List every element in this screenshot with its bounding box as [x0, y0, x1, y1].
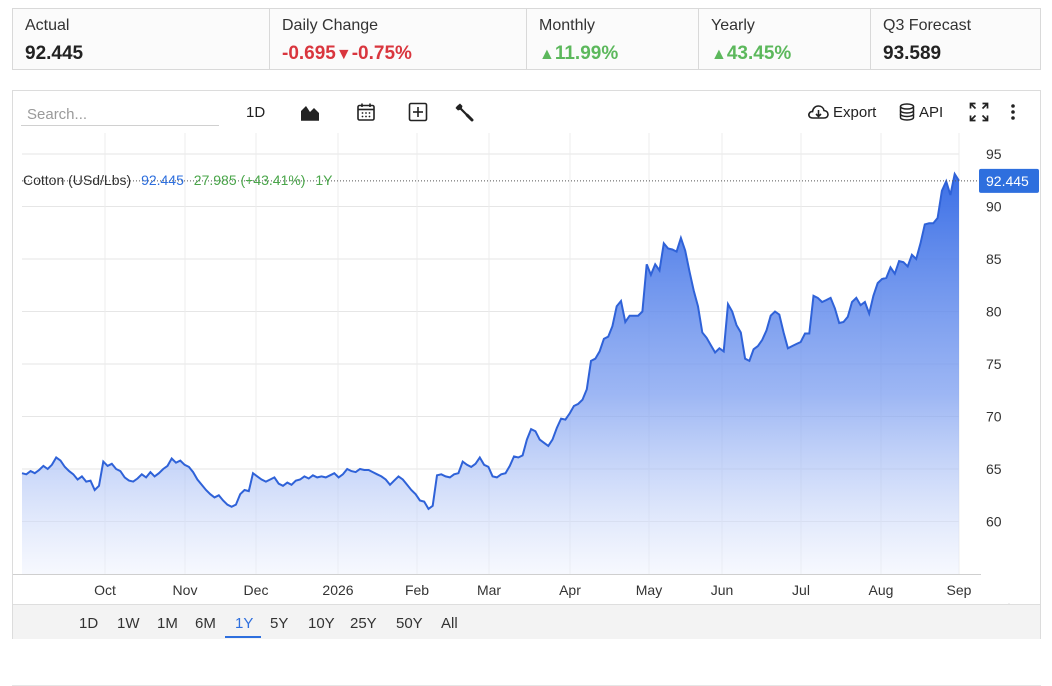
cloud-download-icon — [808, 105, 829, 119]
range-1w[interactable]: 1W — [117, 615, 140, 632]
legend-name: Cotton (USd/Lbs) — [23, 172, 131, 188]
interval-label: 1D — [246, 103, 266, 121]
daily-change-pct: -0.75% — [351, 43, 412, 64]
stat-monthly-label: Monthly — [539, 17, 596, 34]
y-tick-label: 60 — [986, 514, 1002, 530]
range-1m[interactable]: 1M — [157, 615, 178, 632]
y-tick-label: 80 — [986, 304, 1002, 320]
stat-forecast-value: 93.589 — [883, 43, 942, 64]
more-vertical-icon — [1011, 104, 1015, 120]
stat-daily-change-label: Daily Change — [282, 17, 379, 34]
stat-yearly-label: Yearly — [711, 17, 755, 34]
range-6m[interactable]: 6M — [195, 615, 216, 632]
add-indicator-icon — [408, 102, 428, 122]
y-tick-label: 70 — [986, 409, 1002, 425]
y-tick-label: 90 — [986, 199, 1002, 215]
y-tick-label: 65 — [986, 461, 1002, 477]
settings-wrench-button[interactable] — [454, 100, 474, 124]
fullscreen-button[interactable] — [969, 100, 989, 124]
range-all[interactable]: All — [441, 615, 458, 632]
range-selector: 1D 1W 1M 6M 1Y 5Y 10Y 25Y 50Y All — [13, 604, 1040, 639]
y-tick-label: 95 — [986, 146, 1002, 162]
legend-change: 27.985 (+43.41%) — [194, 172, 306, 188]
add-indicator-button[interactable] — [408, 100, 428, 124]
stat-monthly: Monthly ▲11.99% — [527, 9, 699, 69]
stats-bar: Actual 92.445 Daily Change -0.695▼-0.75%… — [12, 8, 1041, 70]
stat-q3-forecast: Q3 Forecast 93.589 — [871, 9, 1040, 69]
legend-last: 92.445 — [141, 172, 184, 188]
export-button[interactable]: Export — [807, 100, 876, 124]
y-tick-label: 75 — [986, 356, 1002, 372]
wrench-icon — [455, 103, 474, 122]
stat-actual: Actual 92.445 — [13, 9, 270, 69]
stat-actual-label: Actual — [25, 17, 70, 34]
series-line — [21, 171, 960, 511]
x-tick-label: Jun — [711, 582, 734, 598]
stat-daily-change-value: -0.695▼-0.75% — [282, 43, 514, 66]
up-triangle-icon: ▲ — [711, 46, 727, 63]
stat-monthly-value: ▲11.99% — [539, 43, 686, 66]
stat-yearly: Yearly ▲43.45% — [699, 9, 871, 69]
up-triangle-icon: ▲ — [539, 46, 555, 63]
active-range-indicator — [225, 636, 261, 638]
chart-panel: 1D — [12, 90, 1041, 639]
range-5y[interactable]: 5Y — [270, 615, 289, 632]
series-area — [22, 174, 959, 574]
date-range-button[interactable] — [356, 100, 376, 124]
range-1y[interactable]: 1Y — [235, 615, 254, 632]
fullscreen-icon — [969, 102, 989, 122]
stat-daily-change: Daily Change -0.695▼-0.75% — [270, 9, 527, 69]
interval-button[interactable]: 1D — [246, 100, 265, 124]
x-tick-label: Jul — [792, 582, 810, 598]
range-25y[interactable]: 25Y — [350, 615, 377, 632]
database-icon — [899, 103, 915, 121]
x-tick-label: Apr — [559, 582, 581, 598]
x-tick-label: Dec — [244, 582, 269, 598]
x-tick-label: Oct — [94, 582, 116, 598]
x-tick-label: Feb — [405, 582, 429, 598]
search-input[interactable] — [21, 104, 219, 126]
stat-yearly-value: ▲43.45% — [711, 43, 858, 66]
api-label: API — [919, 103, 944, 121]
chart-legend: Cotton (USd/Lbs) 92.445 27.985 (+43.41%)… — [23, 172, 333, 188]
x-tick-label: Aug — [869, 582, 894, 598]
x-tick-label: May — [636, 582, 662, 598]
export-label: Export — [833, 103, 877, 121]
x-axis: Oct Nov Dec 2026 Feb Mar Apr May Jun Jul Aug Sep — [13, 574, 981, 598]
last-price-label: 92.445 — [979, 168, 1039, 193]
chart-type-icon — [301, 106, 319, 121]
svg-text:92.445: 92.445 — [986, 173, 1029, 189]
calendar-icon — [357, 103, 375, 121]
api-button[interactable]: API — [899, 100, 943, 124]
down-triangle-icon: ▼ — [335, 46, 352, 63]
chart-type-button[interactable] — [300, 100, 320, 124]
chart-toolbar: 1D — [13, 91, 1040, 133]
y-tick-label: 85 — [986, 251, 1002, 267]
more-options-button[interactable] — [1009, 100, 1017, 124]
price-chart[interactable]: 60 65 70 75 80 85 90 95 Oct Nov Dec 2026 Feb Mar Apr M… — [13, 133, 1042, 604]
x-tick-label: Nov — [173, 582, 198, 598]
x-tick-label: Sep — [947, 582, 972, 598]
range-10y[interactable]: 10Y — [308, 615, 335, 632]
range-1d[interactable]: 1D — [79, 615, 99, 632]
stat-forecast-label: Q3 Forecast — [883, 17, 972, 34]
x-tick-label: Mar — [477, 582, 501, 598]
stat-actual-value: 92.445 — [25, 43, 84, 64]
monthly-pct: 11.99% — [554, 43, 619, 64]
range-50y[interactable]: 50Y — [396, 615, 423, 632]
legend-period: 1Y — [315, 172, 333, 188]
x-tick-label: 2026 — [322, 582, 353, 598]
y-axis: 60 65 70 75 80 85 90 95 — [986, 146, 1002, 530]
yearly-pct: 43.45% — [726, 43, 792, 64]
daily-change-abs: -0.695 — [282, 43, 336, 64]
